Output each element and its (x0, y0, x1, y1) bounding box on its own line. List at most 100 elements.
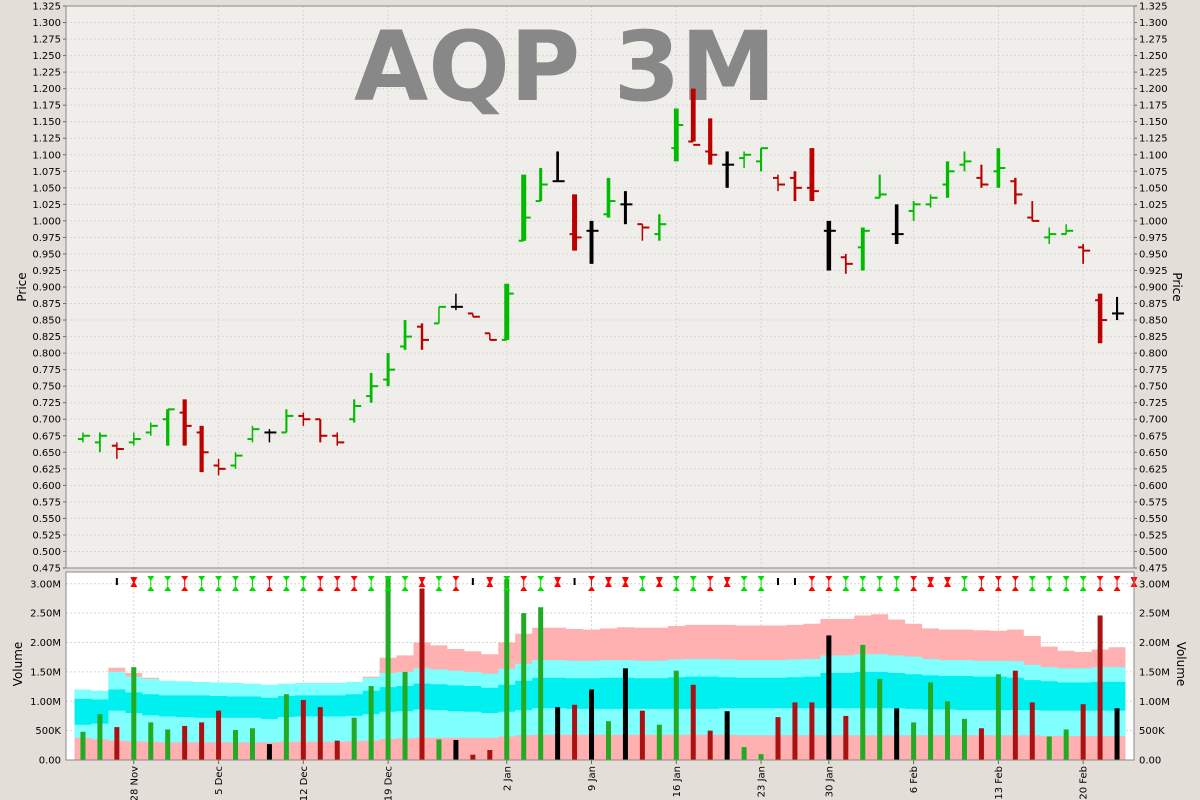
volume-bar (148, 722, 154, 760)
volume-bar (317, 707, 323, 760)
signal-arrow-down (859, 576, 867, 581)
price-tick-label: 0.575 (32, 497, 61, 508)
volume-bar (911, 722, 917, 760)
signal-arrow-up (164, 586, 172, 591)
date-tick-label: 23 Jan (757, 766, 768, 797)
signal-arrow-up (706, 586, 714, 591)
signal-arrow-down (232, 576, 240, 581)
price-tick-label: 1.250 (32, 51, 61, 62)
signal-arrow-up (537, 586, 545, 591)
price-tick-label: 0.875 (32, 299, 61, 310)
volume-tick-label: 1.50M (1139, 667, 1170, 678)
signal-arrow-down (689, 576, 697, 581)
signal-arrow-down (1079, 576, 1087, 581)
volume-bar (1029, 702, 1035, 760)
volume-tick-label: 2.00M (30, 638, 61, 649)
price-tick-label: 1.275 (32, 35, 61, 46)
price-tick-label: 1.200 (1139, 84, 1168, 95)
price-tick-label: 0.775 (32, 365, 61, 376)
signal-arrow-up (859, 586, 867, 591)
signal-arrow-down (723, 577, 731, 584)
signal-arrow-down (655, 577, 663, 584)
volume-bar (1063, 729, 1069, 760)
volume-bar (656, 724, 662, 760)
signal-arrow-down (960, 576, 968, 581)
volume-bar (97, 714, 103, 760)
signal-arrow-up (842, 586, 850, 591)
price-tick-label: 1.300 (32, 18, 61, 29)
price-tick-label: 0.525 (1139, 530, 1168, 541)
price-tick-label: 0.500 (1139, 547, 1168, 558)
signal-markers (115, 576, 1138, 591)
volume-bar (216, 710, 222, 760)
signal-arrow-up (876, 586, 884, 591)
signal-arrow-up (944, 581, 952, 587)
price-tick-label: 0.800 (32, 349, 61, 360)
signal-arrow-down (401, 576, 409, 581)
signal-arrow-down (910, 576, 918, 581)
date-tick-label: 2 Jan (502, 766, 513, 791)
volume-bar (385, 576, 391, 760)
price-plot-border (65, 5, 1135, 569)
signal-arrow-up (994, 586, 1002, 591)
volume-tick-label: 1.00M (30, 697, 61, 708)
signal-arrow-down (638, 576, 646, 581)
signal-arrow-up (333, 586, 341, 591)
volume-tick-label: 1.50M (30, 667, 61, 678)
volume-tick-label: 2.50M (1139, 609, 1170, 620)
signal-arrow-down (1113, 576, 1121, 581)
price-tick-label: 0.700 (32, 415, 61, 426)
volume-bar (978, 728, 984, 760)
volume-bar (894, 708, 900, 760)
volume-bar (809, 702, 815, 760)
price-tick-label: 0.700 (1139, 415, 1168, 426)
signal-arrow-down (621, 577, 629, 584)
signal-arrow-up (147, 586, 155, 591)
signal-arrow-up (215, 586, 223, 591)
price-tick-label: 1.175 (1139, 101, 1168, 112)
price-tick-label: 0.475 (32, 564, 61, 575)
volume-bar (724, 711, 730, 760)
price-tick-label: 1.075 (1139, 167, 1168, 178)
price-tick-label: 0.625 (1139, 464, 1168, 475)
price-tick-label: 0.825 (32, 332, 61, 343)
volume-tick-label: 500K (1139, 726, 1165, 737)
date-tick-label: 28 Nov (129, 766, 140, 800)
signal-arrow-up (740, 586, 748, 591)
volume-bar (792, 702, 798, 760)
volume-bar (1046, 736, 1052, 760)
price-tick-label: 1.025 (32, 200, 61, 211)
price-tick-label: 0.750 (1139, 382, 1168, 393)
signal-arrow-down (486, 577, 494, 584)
signal-arrow-down (164, 576, 172, 581)
price-tick-label: 1.225 (32, 68, 61, 79)
chart-title: AQP 3M (354, 11, 776, 123)
price-tick-label: 1.150 (1139, 117, 1168, 128)
signal-arrow-down (825, 576, 833, 581)
volume-bar (504, 579, 510, 760)
date-tick-label: 9 Jan (587, 766, 598, 791)
volume-axis-title-left: Volume (11, 642, 25, 687)
volume-tick-label: 2.00M (1139, 638, 1170, 649)
price-tick-label: 0.900 (1139, 283, 1168, 294)
date-tick-label: 6 Feb (909, 766, 920, 793)
signal-arrow-up (418, 581, 426, 587)
signal-arrow-up (825, 586, 833, 591)
volume-bar (1012, 670, 1018, 760)
volume-bar (182, 725, 188, 760)
volume-bar (877, 678, 883, 760)
signal-arrow-up (977, 586, 985, 591)
signal-arrow-down (452, 576, 460, 581)
price-tick-label: 1.250 (1139, 51, 1168, 62)
price-tick-label: 1.125 (1139, 134, 1168, 145)
signal-arrow-down (740, 576, 748, 581)
price-tick-label: 1.050 (1139, 183, 1168, 194)
price-tick-label: 0.525 (32, 530, 61, 541)
volume-tick-label: 3.00M (30, 579, 61, 590)
volume-bar (521, 613, 527, 760)
volume-bar (860, 644, 866, 760)
price-tick-label: 1.000 (1139, 216, 1168, 227)
signal-arrow-up (503, 586, 511, 591)
price-tick-label: 0.850 (32, 316, 61, 327)
